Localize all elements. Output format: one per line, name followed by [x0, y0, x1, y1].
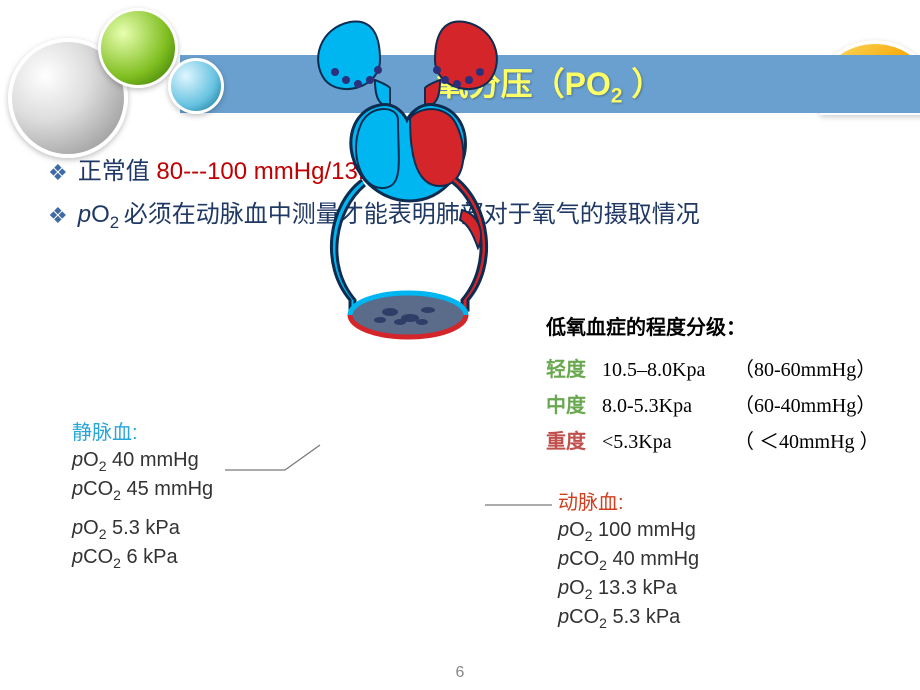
arterial-blood-label: 动脉血: pO2 100 mmHgpCO2 40 mmHgpO2 13.3 kP…	[558, 490, 699, 633]
hypoxemia-grading: 低氧血症的程度分级： 轻度10.5–8.0Kpa（80-60mmHg）中度8.0…	[546, 310, 880, 460]
grading-level: 重度	[546, 424, 594, 460]
venous-header: 静脉血:	[72, 420, 213, 447]
grading-mmhg: （80-60mmHg）	[734, 352, 876, 388]
grading-mmhg: （60-40mmHg）	[734, 388, 876, 424]
grading-kpa: 10.5–8.0Kpa	[602, 352, 726, 388]
grading-level: 中度	[546, 388, 594, 424]
grading-title: 低氧血症的程度分级：	[546, 310, 880, 346]
bullet-icon: ❖	[48, 200, 68, 232]
venous-line: pCO2 45 mmHg	[72, 476, 213, 505]
grading-row: 轻度10.5–8.0Kpa（80-60mmHg）	[546, 352, 880, 388]
grading-row: 重度<5.3Kpa（ ＜40mmHg ）	[546, 424, 880, 460]
venous-blood-label: 静脉血: pO2 40 mmHgpCO2 45 mmHg pO2 5.3 kPap…	[72, 420, 213, 573]
grading-kpa: <5.3Kpa	[602, 424, 726, 460]
circulation-diagram	[280, 10, 535, 340]
decor-circle-sky	[168, 58, 224, 114]
grading-row: 中度8.0-5.3Kpa（60-40mmHg）	[546, 388, 880, 424]
arterial-line: pO2 13.3 kPa	[558, 575, 699, 604]
arterial-header: 动脉血:	[558, 490, 699, 517]
venous-line: pO2 5.3 kPa	[72, 515, 213, 544]
venous-line: pCO2 6 kPa	[72, 544, 213, 573]
page-number: 6	[0, 664, 920, 682]
decor-top-left	[8, 8, 238, 168]
arterial-line: pO2 100 mmHg	[558, 517, 699, 546]
grading-level: 轻度	[546, 352, 594, 388]
grading-kpa: 8.0-5.3Kpa	[602, 388, 726, 424]
grading-mmhg: （ ＜40mmHg ）	[734, 424, 880, 460]
arterial-line: pCO2 40 mmHg	[558, 546, 699, 575]
arterial-line: pCO2 5.3 kPa	[558, 604, 699, 633]
decor-circle-leaf	[98, 8, 178, 88]
venous-line: pO2 40 mmHg	[72, 447, 213, 476]
